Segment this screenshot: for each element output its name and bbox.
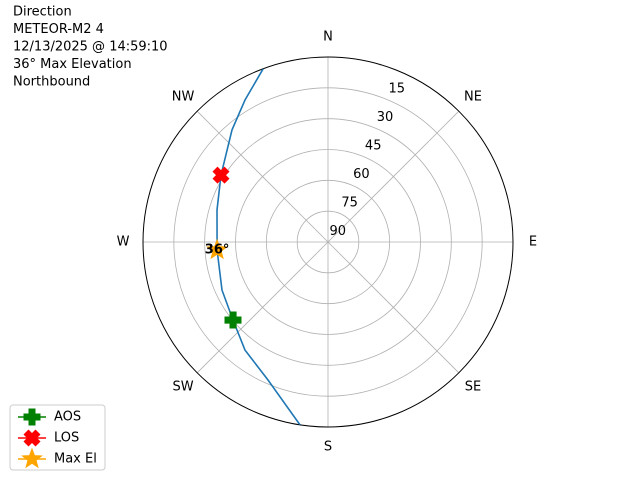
theta-tick-label: SW — [172, 379, 193, 394]
plot-area — [216, 68, 301, 426]
legend-label: LOS — [54, 431, 79, 446]
polar-frame — [142, 56, 514, 428]
r-tick-label: 75 — [341, 195, 358, 210]
legend-label: Max El — [54, 452, 97, 467]
title-line: Direction — [13, 5, 72, 20]
r-tick-label: 90 — [330, 224, 347, 239]
annotation: 36° — [205, 242, 230, 257]
legend-label: AOS — [54, 410, 81, 425]
theta-tick-label: NE — [464, 90, 482, 105]
title-line: Northbound — [13, 75, 90, 90]
r-tick-label: 15 — [389, 81, 406, 96]
r-tick-label: 30 — [377, 110, 394, 125]
title-line: 36° Max Elevation — [13, 57, 132, 72]
r-tick-label: 60 — [353, 167, 370, 182]
legend-marker — [23, 429, 41, 447]
title-line: 12/13/2025 @ 14:59:10 — [13, 40, 168, 55]
legend-marker — [23, 408, 41, 426]
event-marker — [212, 166, 230, 184]
theta-tick-label: E — [529, 235, 537, 250]
grid-spoke — [196, 241, 329, 374]
r-tick-label: 45 — [365, 138, 382, 153]
theta-tick-label: SE — [465, 379, 481, 394]
grid-spoke — [327, 110, 460, 243]
grid-spoke — [327, 241, 460, 374]
theta-tick-label: W — [117, 235, 130, 250]
theta-tick-label: N — [323, 30, 333, 45]
title-line: METEOR-M2 4 — [13, 22, 104, 37]
pass-track — [216, 68, 301, 426]
theta-tick-label: NW — [172, 90, 195, 105]
theta-tick-label: S — [324, 440, 332, 455]
grid-spoke — [196, 110, 329, 243]
event-marker — [206, 238, 228, 260]
event-marker — [224, 311, 242, 329]
legend-marker — [21, 447, 43, 469]
